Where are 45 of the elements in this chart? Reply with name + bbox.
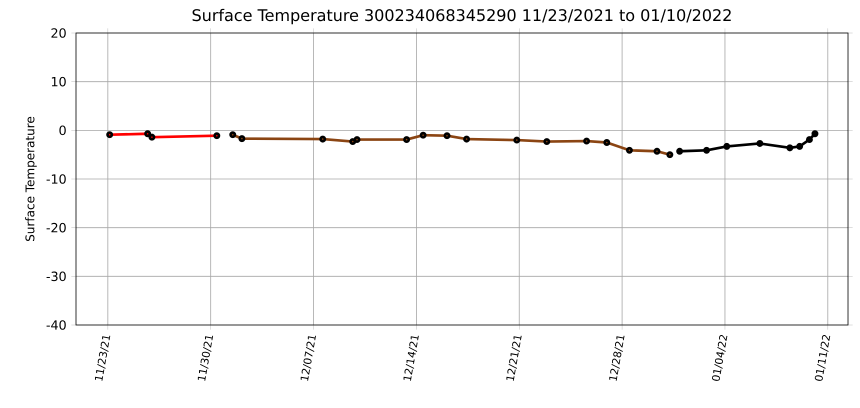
point bbox=[420, 132, 427, 139]
x-tick-label: 01/04/22 bbox=[712, 334, 728, 381]
point bbox=[723, 142, 730, 150]
point bbox=[513, 136, 520, 144]
point bbox=[666, 151, 674, 158]
x-tick-label: 01/11/22 bbox=[814, 334, 830, 381]
point bbox=[811, 130, 818, 138]
x-tick-label: 11/30/21 bbox=[198, 336, 214, 381]
point bbox=[319, 136, 326, 143]
point bbox=[213, 132, 220, 140]
y-tick-label: -20 bbox=[46, 222, 66, 232]
point bbox=[654, 148, 660, 155]
y-tick-label: 20 bbox=[51, 28, 66, 38]
point bbox=[238, 135, 246, 142]
point bbox=[756, 140, 764, 147]
point bbox=[229, 131, 236, 138]
point bbox=[444, 132, 450, 140]
point bbox=[583, 138, 590, 145]
point bbox=[148, 134, 156, 141]
point bbox=[543, 138, 550, 145]
point bbox=[786, 144, 794, 152]
y-tick-label: 0 bbox=[59, 126, 66, 136]
chart-title: Surface Temperature 300234068345290 11/23/2021 to 01/10/2022 bbox=[192, 8, 731, 24]
y-tick-label: -40 bbox=[46, 320, 66, 330]
x-tick-label: 12/21/21 bbox=[506, 336, 522, 381]
point bbox=[806, 136, 813, 144]
point bbox=[703, 146, 710, 154]
x-tick-label: 11/23/21 bbox=[94, 336, 110, 381]
y-tick-label: 10 bbox=[52, 76, 66, 86]
point bbox=[676, 148, 684, 155]
point bbox=[626, 146, 633, 154]
point bbox=[144, 130, 152, 138]
point bbox=[403, 136, 410, 144]
point bbox=[106, 131, 114, 138]
x-tick-label: 12/07/21 bbox=[300, 336, 316, 381]
x-tick-label: 12/14/21 bbox=[404, 336, 419, 381]
point bbox=[354, 136, 360, 144]
point bbox=[349, 138, 356, 145]
y-axis-title: Surface Temperature bbox=[25, 116, 37, 241]
y-tick-label: -10 bbox=[46, 174, 66, 184]
y-tick-label: -30 bbox=[46, 272, 66, 282]
x-tick-label: 12/28/21 bbox=[609, 336, 625, 381]
point bbox=[603, 139, 610, 146]
point bbox=[463, 136, 470, 143]
point bbox=[796, 142, 804, 150]
